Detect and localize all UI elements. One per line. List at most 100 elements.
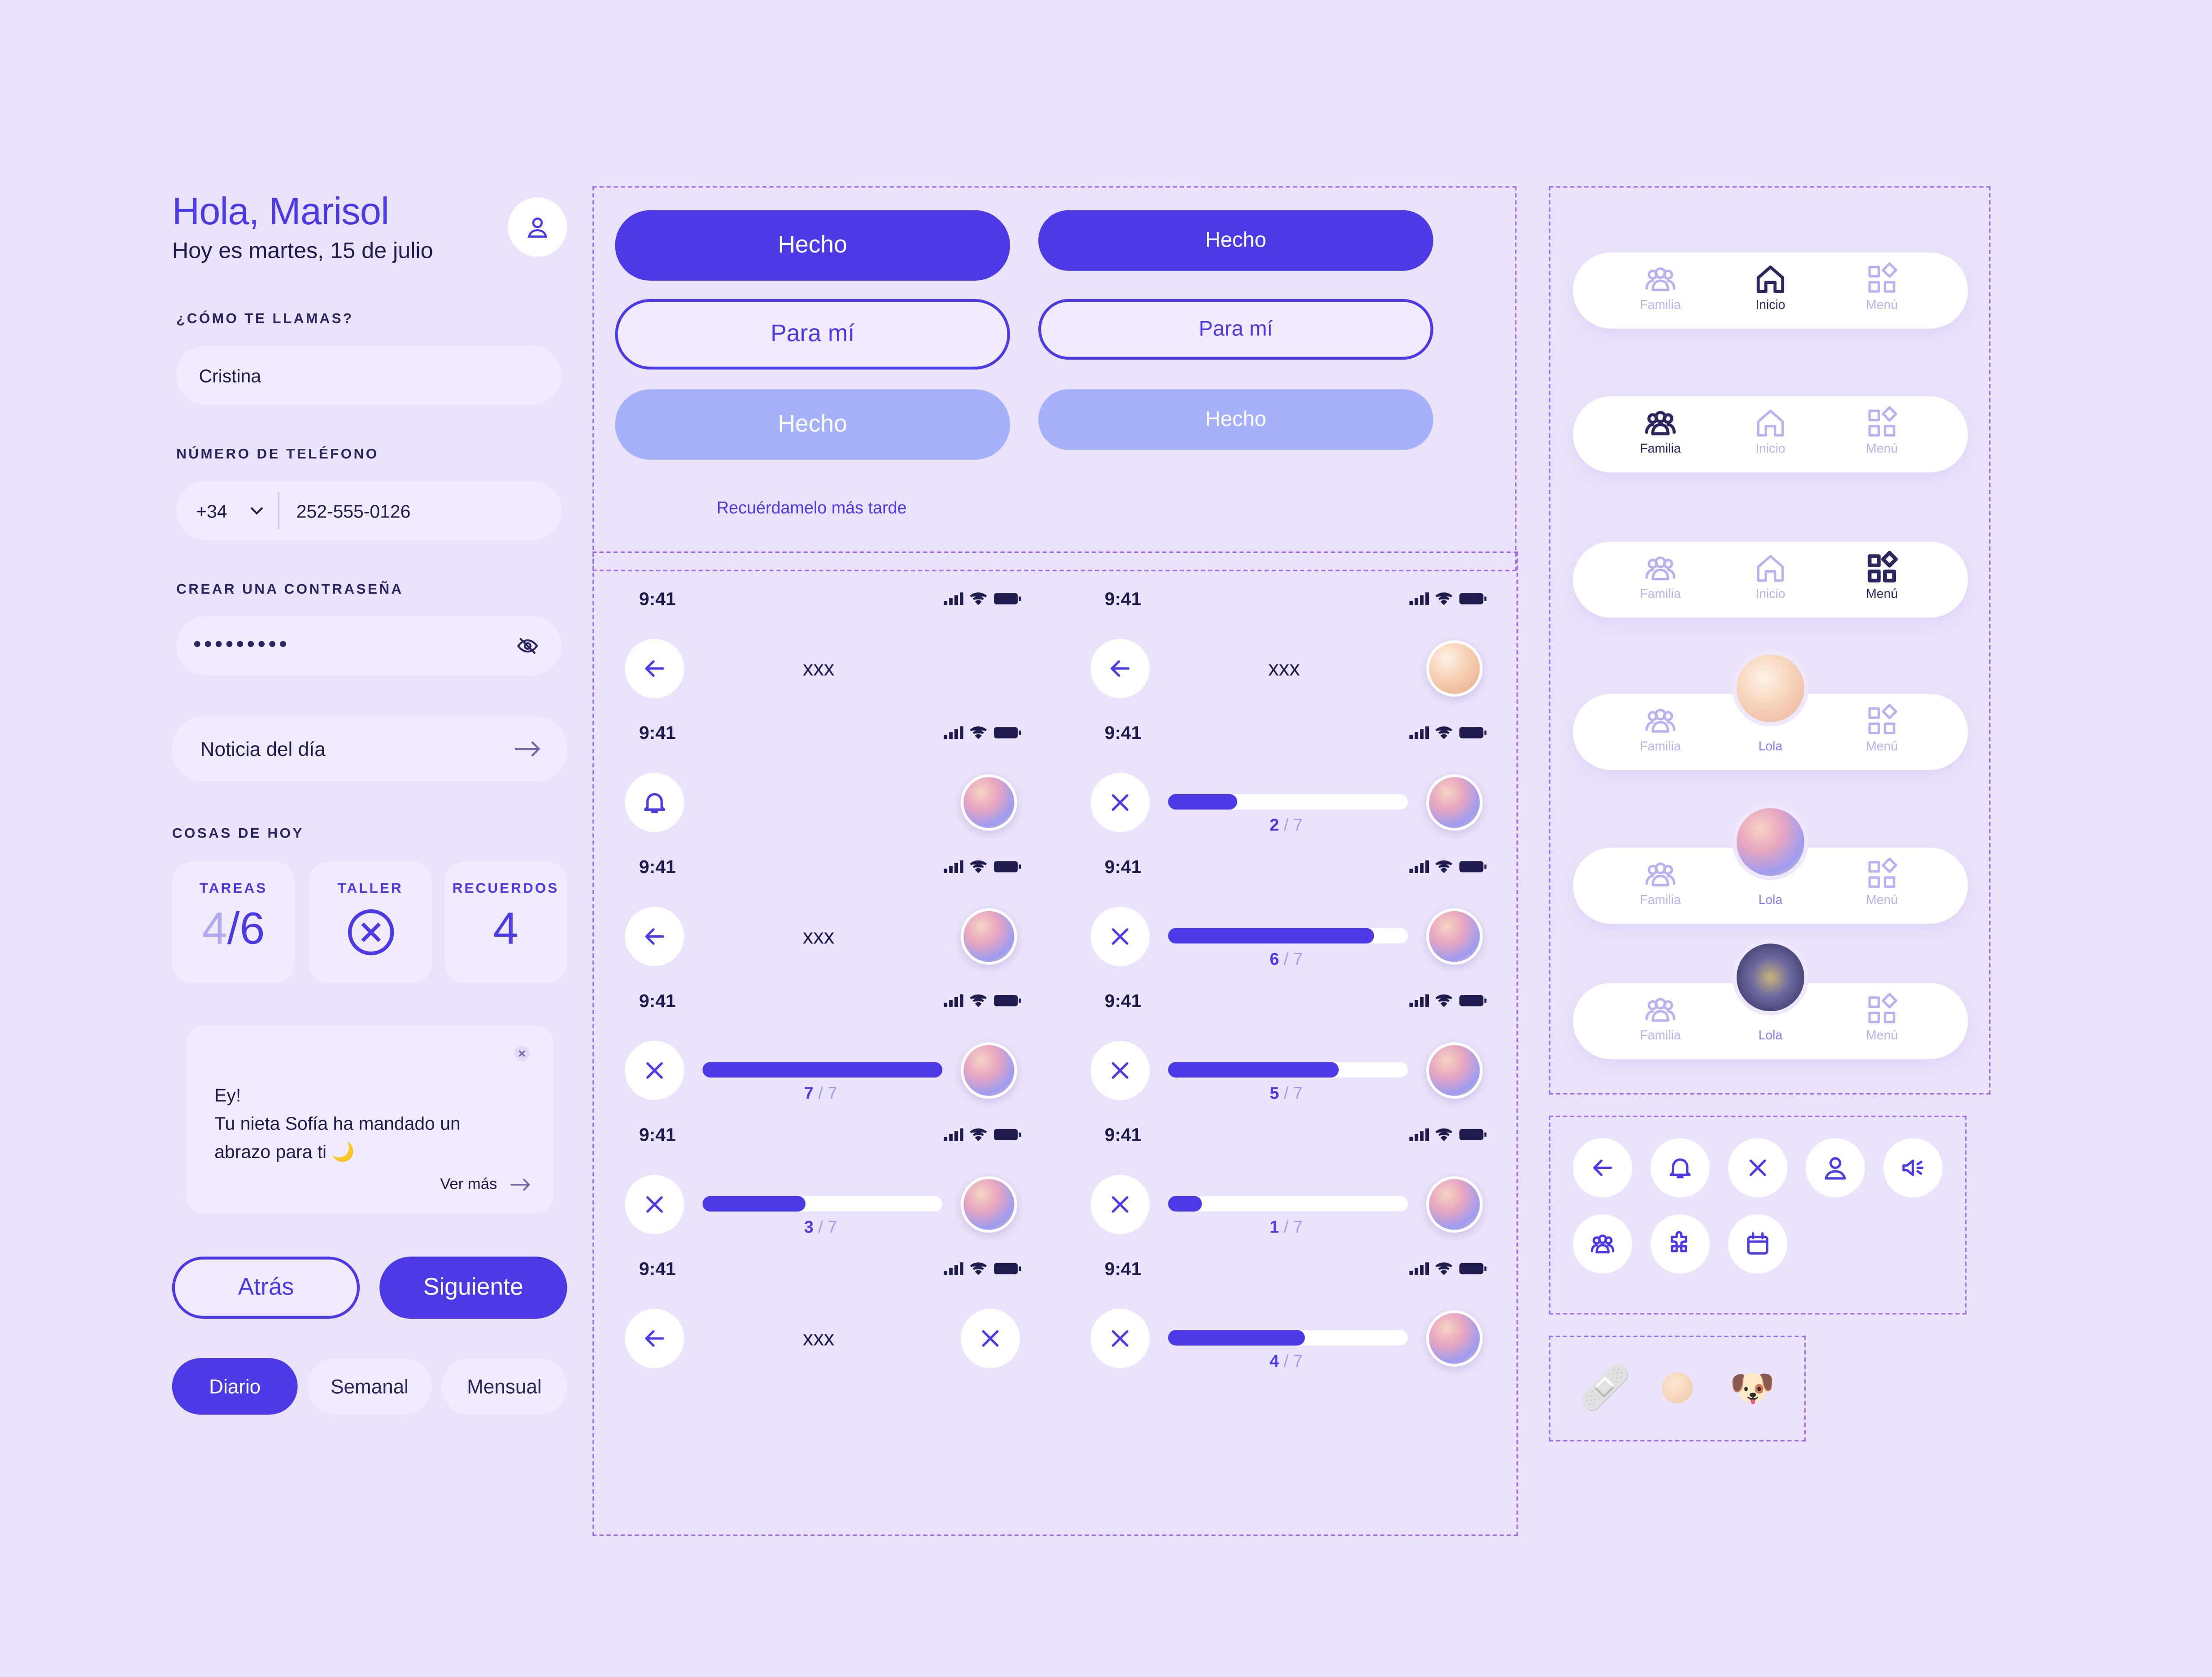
profile-orb[interactable]: [1426, 774, 1483, 831]
profile-orb[interactable]: [1426, 908, 1483, 965]
segment-daily[interactable]: Diario: [172, 1358, 298, 1415]
profile-button[interactable]: [508, 197, 567, 257]
profile-orb[interactable]: [961, 1176, 1017, 1233]
for-me-button-large[interactable]: Para mí: [615, 299, 1010, 370]
lola-avatar-orb[interactable]: [1732, 804, 1809, 880]
segment-weekly[interactable]: Semanal: [307, 1358, 432, 1415]
home-icon: [1756, 265, 1785, 293]
tab-lola[interactable]: Lola: [1758, 1028, 1783, 1043]
close-icon: [1112, 1196, 1128, 1213]
memories-card[interactable]: RECUERDOS 4: [444, 861, 567, 983]
done-button-small-disabled[interactable]: Hecho: [1038, 389, 1433, 450]
icon-button[interactable]: [1650, 1138, 1710, 1198]
password-field[interactable]: •••••••••: [176, 616, 562, 676]
status-icons: [1409, 591, 1487, 605]
profile-orb[interactable]: [1426, 640, 1483, 697]
progress-track: [702, 1196, 943, 1212]
close-icon: [646, 1062, 663, 1079]
progress-count: 6 / 7: [1269, 949, 1303, 969]
lola-avatar-orb[interactable]: [1732, 939, 1809, 1016]
family-icon: [1645, 708, 1676, 733]
tab-menu[interactable]: Menú: [1840, 261, 1925, 312]
tab-menu[interactable]: Menú: [1840, 405, 1925, 456]
header-left-button[interactable]: [1090, 639, 1150, 698]
status-time: 9:41: [1104, 990, 1141, 1012]
lola-avatar-orb[interactable]: [1732, 650, 1809, 726]
header-left-button[interactable]: [1090, 1175, 1150, 1234]
password-mask: •••••••••: [193, 633, 290, 657]
tab-home[interactable]: Inicio: [1728, 405, 1813, 456]
tab-lola[interactable]: Lola: [1758, 739, 1783, 753]
header-left-button[interactable]: [1090, 773, 1150, 832]
status-time: 9:41: [639, 722, 676, 743]
tab-menu[interactable]: Menú: [1840, 550, 1925, 601]
bell-icon: [1669, 1158, 1691, 1178]
icon-button[interactable]: [1883, 1138, 1943, 1198]
wifi-icon: [970, 860, 987, 873]
phone-field[interactable]: +34 252-555-0126: [176, 481, 562, 540]
icon-button[interactable]: [1573, 1214, 1633, 1274]
tab-family[interactable]: Familia: [1618, 856, 1703, 907]
battery-icon: [993, 726, 1021, 738]
name-field[interactable]: Cristina: [176, 345, 562, 405]
header-left-button[interactable]: [1090, 1041, 1150, 1100]
see-more-link[interactable]: Ver más: [440, 1176, 532, 1193]
header-left-button[interactable]: [625, 773, 684, 832]
header-left-button[interactable]: [625, 1041, 684, 1100]
header-left-button[interactable]: [1090, 1308, 1150, 1369]
signal-icon: [944, 1127, 963, 1141]
tab-family[interactable]: Familia: [1618, 550, 1703, 601]
message-line-2: Tu nieta Sofía ha mandado un: [214, 1112, 461, 1134]
tab-menu[interactable]: Menú: [1840, 991, 1925, 1042]
tab-home[interactable]: Inicio: [1728, 261, 1813, 312]
header-left-button[interactable]: [625, 1308, 684, 1369]
tab-family[interactable]: Familia: [1618, 405, 1703, 456]
headers-group: [592, 551, 1518, 1536]
profile-orb[interactable]: [1426, 1042, 1483, 1099]
for-me-button-small[interactable]: Para mí: [1038, 299, 1433, 360]
next-button[interactable]: Siguiente: [379, 1256, 567, 1319]
tab-family[interactable]: Familia: [1618, 702, 1703, 753]
icon-button[interactable]: [1650, 1214, 1710, 1274]
icon-button[interactable]: [1573, 1138, 1633, 1198]
close-icon: [1749, 1160, 1766, 1176]
icon-button[interactable]: [1728, 1214, 1788, 1274]
profile-orb[interactable]: [1426, 1176, 1483, 1233]
header-left-button[interactable]: [625, 1175, 684, 1234]
tab-lola[interactable]: Lola: [1758, 893, 1783, 907]
profile-orb[interactable]: [961, 908, 1017, 965]
profile-orb[interactable]: [1426, 1310, 1483, 1367]
eye-off-icon[interactable]: [516, 634, 539, 657]
done-button-small[interactable]: Hecho: [1038, 210, 1433, 271]
family-icon: [1645, 267, 1676, 291]
tab-family[interactable]: Familia: [1618, 261, 1703, 312]
close-icon[interactable]: [514, 1045, 531, 1062]
remind-later-link[interactable]: Recuérdamelo más tarde: [716, 498, 907, 518]
icon-button[interactable]: [1728, 1138, 1788, 1198]
profile-orb[interactable]: [961, 774, 1017, 831]
progress-count: 7 / 7: [804, 1083, 837, 1103]
tab-bar: Familia Inicio Menú: [1573, 541, 1968, 618]
tasks-total: 6: [239, 903, 265, 954]
message-card[interactable]: Ey! Tu nieta Sofía ha mandado un abrazo …: [186, 1025, 553, 1213]
back-button[interactable]: Atrás: [172, 1256, 360, 1319]
tasks-card[interactable]: TAREAS 4/6: [172, 861, 295, 983]
header-left-button[interactable]: [1090, 907, 1150, 966]
header-left-button[interactable]: [625, 639, 684, 698]
segment-monthly[interactable]: Mensual: [441, 1358, 567, 1415]
header-close-button[interactable]: [961, 1308, 1020, 1369]
workshop-card[interactable]: TALLER: [309, 861, 432, 983]
header-left-button[interactable]: [625, 907, 684, 966]
tab-home[interactable]: Inicio: [1728, 550, 1813, 601]
tab-family[interactable]: Familia: [1618, 991, 1703, 1042]
country-code-select[interactable]: +34: [196, 500, 227, 521]
news-of-the-day-link[interactable]: Noticia del día: [172, 716, 567, 782]
tab-menu[interactable]: Menú: [1840, 856, 1925, 907]
status-icons: [1409, 1127, 1487, 1141]
done-button-large[interactable]: Hecho: [615, 210, 1010, 281]
status-icons: [1409, 859, 1487, 873]
done-button-large-disabled[interactable]: Hecho: [615, 389, 1010, 460]
tab-menu[interactable]: Menú: [1840, 702, 1925, 753]
profile-orb[interactable]: [961, 1042, 1017, 1099]
icon-button[interactable]: [1806, 1138, 1865, 1198]
